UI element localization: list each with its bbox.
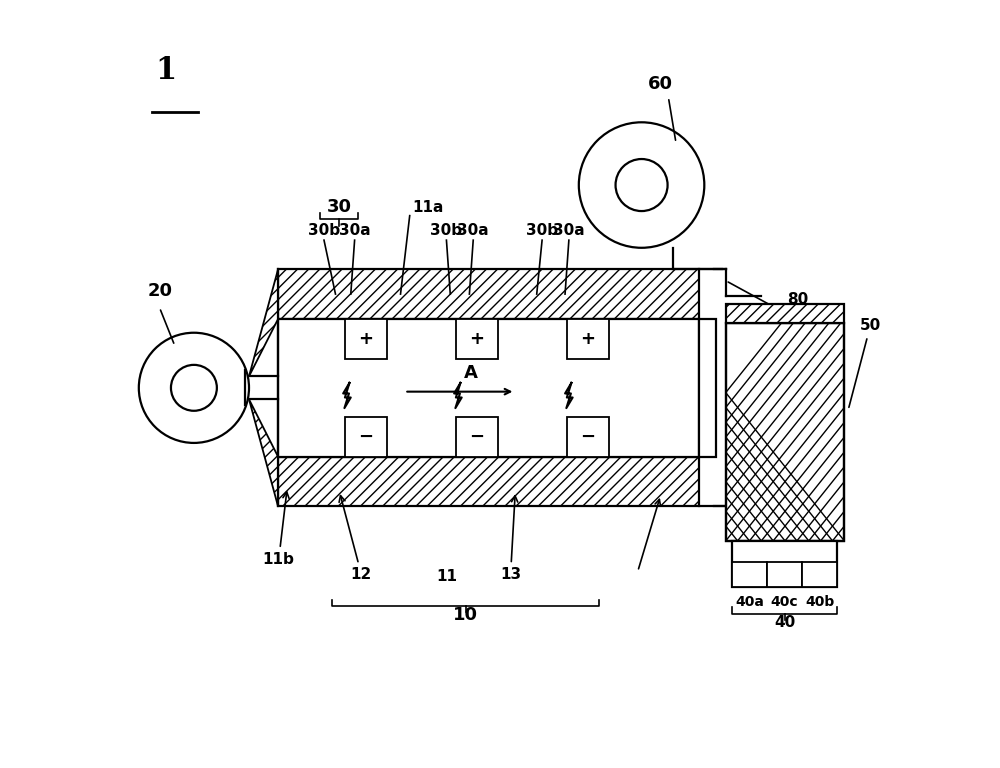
Text: 1: 1 [156, 55, 177, 86]
Bar [278, 270, 699, 319]
Circle shape [616, 159, 668, 211]
Text: 60: 60 [648, 75, 673, 94]
Bar [345, 319, 387, 359]
Text: 13: 13 [500, 496, 521, 582]
Text: 30a: 30a [457, 223, 489, 238]
Text: 30b: 30b [308, 223, 340, 238]
Text: +: + [359, 329, 374, 348]
Bar [802, 561, 837, 587]
Text: 11: 11 [436, 569, 457, 584]
Polygon shape [249, 399, 278, 506]
Bar [732, 561, 767, 587]
Text: −: − [469, 428, 485, 445]
Bar [278, 457, 699, 506]
Bar [456, 417, 498, 457]
Bar [456, 319, 498, 359]
Text: 20: 20 [148, 282, 173, 300]
Bar [726, 323, 844, 541]
Circle shape [579, 122, 704, 248]
Text: +: + [470, 329, 485, 348]
Text: 12: 12 [339, 495, 372, 582]
Text: 30b: 30b [526, 223, 558, 238]
Text: 40c: 40c [771, 595, 798, 609]
Circle shape [139, 333, 249, 443]
Polygon shape [249, 270, 278, 376]
Text: 30a: 30a [553, 223, 585, 238]
Text: A: A [464, 365, 478, 382]
Bar [567, 417, 609, 457]
Text: 80: 80 [751, 292, 808, 313]
Text: 70: 70 [728, 282, 798, 322]
Bar [767, 561, 802, 587]
Text: 50: 50 [849, 319, 881, 407]
Text: −: − [359, 428, 374, 445]
Text: 40: 40 [774, 614, 795, 630]
Bar [699, 319, 716, 457]
Text: −: − [580, 428, 596, 445]
Text: 30b: 30b [430, 223, 462, 238]
Bar [726, 303, 844, 323]
Text: 30: 30 [327, 198, 352, 216]
Text: 11a: 11a [412, 200, 443, 215]
Text: 10: 10 [453, 606, 478, 624]
Text: 40a: 40a [735, 595, 764, 609]
Circle shape [171, 365, 217, 411]
Bar [278, 319, 699, 457]
Text: +: + [581, 329, 596, 348]
Text: 30a: 30a [339, 223, 370, 238]
Text: 40b: 40b [805, 595, 834, 609]
Bar [726, 323, 844, 541]
Bar [567, 319, 609, 359]
Bar [345, 417, 387, 457]
Text: 11b: 11b [263, 492, 295, 567]
Bar [732, 541, 837, 587]
